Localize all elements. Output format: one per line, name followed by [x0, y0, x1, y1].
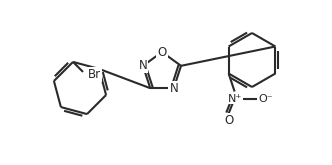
Text: N⁺: N⁺	[227, 94, 242, 103]
Text: Br: Br	[87, 68, 101, 81]
Text: O: O	[157, 46, 167, 59]
Text: O: O	[224, 114, 233, 127]
Text: N: N	[138, 59, 147, 72]
Text: N: N	[169, 82, 178, 95]
Text: O⁻: O⁻	[258, 94, 273, 103]
